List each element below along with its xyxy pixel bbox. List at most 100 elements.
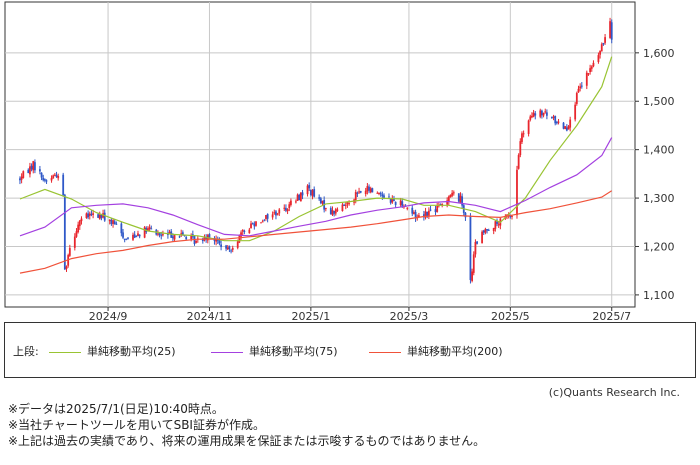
x-tick-label: 2024/11 [187,310,233,320]
candle-body-down [120,223,123,234]
candle-body-down [580,85,583,87]
candle-body-down [381,194,384,197]
candle-body-down [329,208,332,215]
candle-body-up [73,236,76,248]
candle-body-down [301,192,304,196]
candle-body-up [597,55,600,62]
candle-body-down [263,220,266,222]
candle-body-down [333,210,336,214]
copyright-credit: (c)Quants Research Inc. [548,386,680,399]
moving-average-lines [19,56,613,274]
candle-body-down [319,198,322,204]
candle-body-up [294,201,297,203]
candle-body-up [418,215,420,218]
candle-body-down [225,245,227,249]
candle-body-up [148,227,151,230]
candle-body-down [185,237,188,240]
y-tick-label: 1,500 [643,95,675,108]
candle-body-down [138,234,141,237]
candle-body-down [394,201,397,205]
candle-body-down [90,213,93,215]
candle-body-down [414,211,417,219]
candle-body-down [565,127,568,131]
candle-body-up [348,203,350,205]
candle-body-up [567,126,570,130]
candle-body-up [173,235,176,240]
candle-body-down [113,221,116,225]
candle-body-down [426,211,429,217]
candle-body-up [452,192,455,194]
candle-body-up [471,271,473,281]
candle-body-down [39,169,41,172]
candle-body-up [369,188,372,193]
candle-body-down [181,232,184,236]
candle-body-up [484,228,487,233]
candle-body-down [368,186,370,191]
candle-body-up [168,231,171,234]
note-chart-tool: ※当社チャートツールを用いてSBI証券が作成。 [8,418,265,432]
candle-body-down [457,193,460,202]
y-tick-label: 1,200 [643,240,675,253]
candle-body-up [324,208,327,210]
candle-body-down [541,110,543,116]
candle-body-up [451,192,454,196]
y-tick-label: 1,300 [643,192,675,205]
legend-swatch-ma75 [211,351,243,353]
candle-body-down [19,178,21,181]
candle-body-down [309,189,312,196]
candle-body-up [529,116,532,120]
candle-body-up [459,195,462,203]
candle-body-up [564,126,567,130]
candle-body-down [610,22,613,40]
candle-body-up [517,155,520,169]
candle-body-down [171,236,174,239]
candle-body-up [288,204,291,209]
candle-body-up [346,202,349,205]
candle-body-down [356,192,359,194]
legend-label-ma75: 単純移動平均(75) [249,345,338,358]
candle-body-down [496,221,498,224]
candle-body-up [240,232,242,237]
candle-body-down [313,189,316,197]
candle-body-down [486,229,488,231]
candle-body-down [389,198,392,203]
candle-body-down [135,236,138,238]
candle-body-up [299,192,302,202]
candle-body-down [534,113,537,116]
legend-swatch-ma25 [49,351,81,353]
candle-body-up [600,44,603,52]
plot-frame [4,1,636,308]
x-tick-label: 2025/3 [390,310,429,320]
legend-item-ma200: 単純移動平均(200) [369,343,503,359]
candle-body-down [115,223,118,225]
candle-body-down [158,232,161,235]
candle-body-down [205,237,208,240]
candle-body-up [604,37,606,43]
candle-body-up [354,192,357,201]
candle-body-up [143,227,146,238]
candle-body-up [108,219,111,222]
candle-body-up [542,112,545,116]
candle-body-up [519,141,522,156]
candle-body-up [446,200,449,205]
candle-body-down [201,238,204,242]
y-tick-label: 1,600 [643,47,675,60]
candle-body-down [228,246,231,250]
candle-body-up [137,233,139,237]
candle-body-up [358,191,360,193]
candle-body-up [376,192,379,194]
line-ma200 [19,190,613,274]
candle-body-up [75,231,78,237]
candle-body-up [78,220,81,227]
candle-body-down [439,203,442,205]
candle-body-up [77,224,80,233]
candle-body-up [248,229,251,234]
disclaimer-notes: ※データは2025/7/1(日足)10:40時点。 ※当社チャートツールを用いて… [8,401,485,449]
candle-body-up [286,209,289,212]
candle-body-up [278,209,281,214]
candle-body-down [482,230,485,233]
candle-body-up [132,234,134,240]
candle-body-up [552,116,555,118]
candle-body-up [391,198,394,203]
candle-body-down [103,212,106,221]
